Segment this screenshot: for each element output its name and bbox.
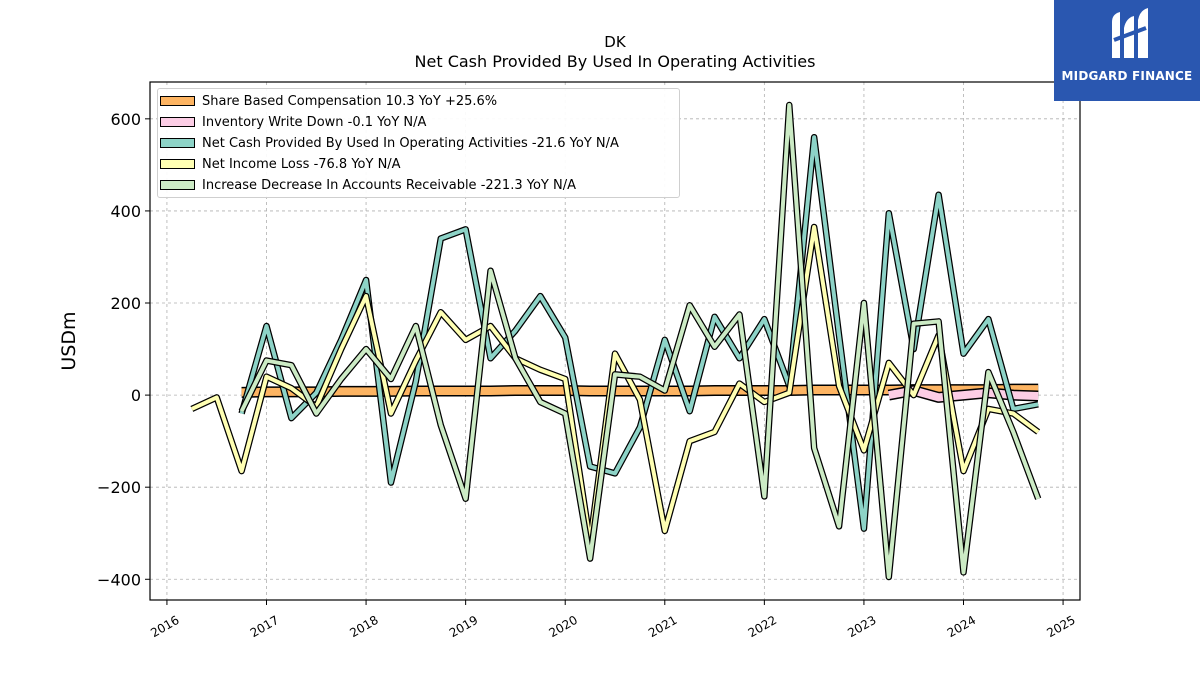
y-axis: −400 −200 0 200 400 600 [97,110,150,589]
series-line-net-income-loss [190,225,1040,545]
legend-item-inventory-write-down: Inventory Write Down -0.1 YoY N/A [160,112,426,132]
legend-item-share-based-compensation: Share Based Compensation 10.3 YoY +25.6% [160,91,497,111]
y-tick-label: 400 [110,202,141,221]
midgard-finance-logo: MIDGARD FINANCE [1054,0,1200,101]
legend-label: Increase Decrease In Accounts Receivable… [202,177,576,193]
series-line-increase-decrease-in-accounts-receivable [239,103,1041,579]
chart-legend: Share Based Compensation 10.3 YoY +25.6%… [157,88,680,198]
legend-label: Share Based Compensation 10.3 YoY +25.6% [202,93,498,109]
x-tick-label: 2024 [945,613,978,640]
legend-label: Net Income Loss -76.8 YoY N/A [202,156,401,172]
x-tick-label: 2018 [347,613,380,640]
legend-item-accounts-receivable: Increase Decrease In Accounts Receivable… [160,175,576,195]
logo-mark-icon [1112,8,1148,58]
legend-label: Net Cash Provided By Used In Operating A… [202,135,619,151]
legend-item-net-income-loss: Net Income Loss -76.8 YoY N/A [160,154,401,174]
y-tick-label: 0 [131,386,141,405]
chart-subtitle: Net Cash Provided By Used In Operating A… [415,52,816,71]
series-line-layer [190,101,1042,581]
x-tick-label: 2022 [746,613,779,640]
y-tick-label: −400 [97,570,141,589]
legend-swatch [160,117,195,127]
legend-swatch [160,96,195,106]
x-tick-label: 2017 [248,613,281,640]
x-tick-label: 2019 [447,613,480,640]
x-axis: 2016 2017 2018 2019 2020 2021 2022 2023 2024 2025 [148,600,1078,640]
x-tick-label: 2025 [1044,613,1077,640]
y-axis-label: USDm [58,311,80,370]
y-tick-label: 200 [110,294,141,313]
legend-item-net-cash-operating: Net Cash Provided By Used In Operating A… [160,133,619,153]
x-tick-label: 2016 [148,613,181,640]
chart-title: DK [604,33,627,51]
legend-label: Inventory Write Down -0.1 YoY N/A [202,114,427,130]
legend-swatch [160,180,195,190]
y-tick-label: 600 [110,110,141,129]
plot-frame [149,81,1081,601]
x-tick-label: 2023 [845,613,878,640]
x-tick-label: 2021 [646,613,679,640]
x-tick-label: 2020 [546,613,579,640]
legend-swatch [160,159,195,169]
y-tick-label: −200 [97,478,141,497]
logo-text: MIDGARD FINANCE [1061,69,1193,83]
legend-swatch [160,138,195,148]
